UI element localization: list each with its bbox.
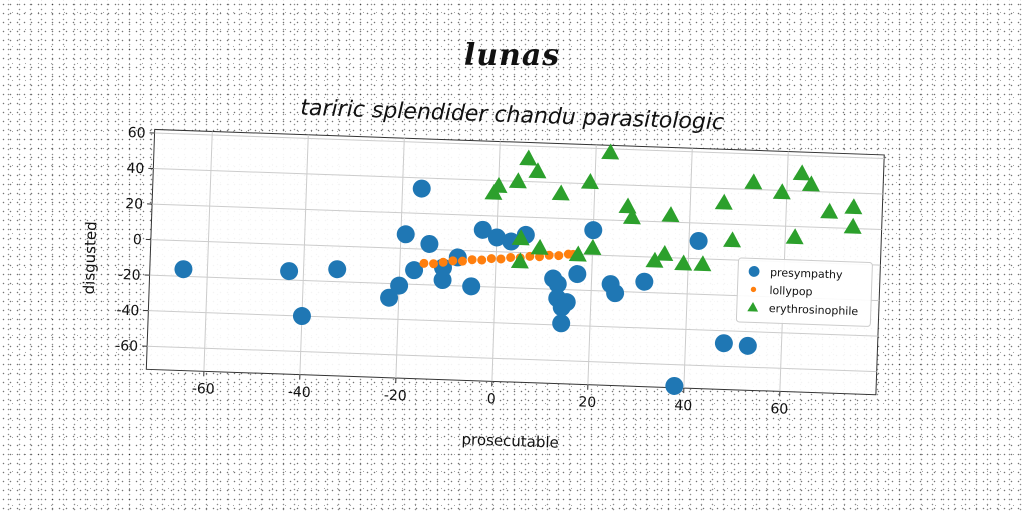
presympathy-point bbox=[487, 228, 506, 247]
x-gridline bbox=[299, 134, 309, 375]
presympathy-point bbox=[390, 276, 409, 295]
y-tick-label: 60 bbox=[127, 125, 145, 142]
x-tick-label: 0 bbox=[487, 391, 496, 407]
x-tick-label: 60 bbox=[770, 401, 788, 418]
x-axis-label: prosecutable bbox=[461, 430, 559, 451]
legend-label-presympathy: presympathy bbox=[770, 266, 843, 282]
erythrosinophile-point bbox=[583, 238, 602, 255]
presympathy-point bbox=[328, 260, 347, 279]
erythrosinophile-point bbox=[580, 173, 599, 190]
x-tick-label: -20 bbox=[384, 388, 407, 405]
erythrosinophile-point bbox=[843, 217, 862, 234]
presympathy-point bbox=[714, 334, 733, 353]
legend-box bbox=[735, 257, 873, 327]
presympathy-point bbox=[405, 261, 424, 280]
erythrosinophile-point bbox=[510, 252, 529, 269]
presympathy-point bbox=[635, 272, 654, 291]
y-gridline bbox=[154, 132, 885, 159]
lollypop-point bbox=[486, 254, 496, 264]
presympathy-point bbox=[396, 225, 415, 244]
legend-marker-presympathy bbox=[748, 266, 760, 277]
presympathy-point bbox=[280, 262, 299, 281]
lollypop-point bbox=[477, 255, 487, 265]
lollypop-point bbox=[496, 254, 506, 264]
erythrosinophile-point bbox=[622, 208, 641, 225]
presympathy-point bbox=[568, 265, 587, 284]
x-tick-label: -60 bbox=[192, 381, 215, 398]
presympathy-point bbox=[380, 288, 399, 307]
presympathy-point bbox=[606, 284, 625, 303]
erythrosinophile-point bbox=[528, 162, 547, 179]
erythrosinophile-point bbox=[674, 254, 693, 271]
legend-marker-lollypop bbox=[750, 286, 757, 293]
y-tick-label: -60 bbox=[115, 338, 138, 355]
legend-label-erythrosinophile: erythrosinophile bbox=[769, 302, 859, 318]
erythrosinophile-point bbox=[551, 184, 570, 201]
presympathy-point bbox=[502, 232, 521, 251]
erythrosinophile-point bbox=[772, 183, 791, 200]
erythrosinophile-point bbox=[530, 238, 549, 255]
erythrosinophile-point bbox=[744, 173, 763, 190]
erythrosinophile-point bbox=[508, 172, 527, 189]
erythrosinophile-point bbox=[820, 202, 839, 219]
lollypop-point bbox=[438, 257, 448, 267]
presympathy-point bbox=[557, 293, 576, 312]
erythrosinophile-point bbox=[661, 206, 680, 223]
presympathy-point bbox=[584, 221, 603, 240]
erythrosinophile-point bbox=[714, 193, 733, 210]
legend-marker-erythrosinophile bbox=[747, 302, 759, 312]
x-tick-label: -40 bbox=[288, 384, 311, 401]
lollypop-point bbox=[467, 255, 477, 265]
x-gridline bbox=[203, 131, 213, 372]
presympathy-point bbox=[174, 260, 193, 279]
presympathy-point bbox=[552, 314, 571, 333]
x-tick-label: 20 bbox=[578, 394, 596, 411]
erythrosinophile-point bbox=[801, 175, 820, 192]
erythrosinophile-point bbox=[785, 228, 804, 245]
erythrosinophile-point bbox=[693, 255, 712, 272]
y-gridline bbox=[148, 310, 878, 337]
presympathy-point bbox=[473, 220, 492, 239]
erythrosinophile-point bbox=[723, 231, 742, 248]
presympathy-point bbox=[665, 376, 684, 395]
presympathy-point bbox=[548, 275, 567, 294]
presympathy-point bbox=[689, 231, 708, 250]
y-tick-label: 40 bbox=[126, 161, 144, 178]
presympathy-point bbox=[420, 234, 439, 253]
erythrosinophile-point bbox=[601, 143, 620, 160]
x-gridline bbox=[395, 138, 405, 379]
y-gridline bbox=[152, 203, 882, 231]
erythrosinophile-point bbox=[489, 176, 508, 193]
erythrosinophile-point bbox=[655, 244, 674, 262]
legend: presympathy lollypop erythrosinophile bbox=[735, 257, 873, 327]
lollypop-point bbox=[554, 251, 564, 261]
erythrosinophile-point bbox=[511, 229, 530, 246]
y-axis-label: disgusted bbox=[80, 221, 101, 295]
presympathy-point bbox=[292, 307, 311, 326]
chart-title: tariric splendider chandu parasitologic bbox=[300, 96, 725, 136]
lollypop-point bbox=[506, 253, 516, 263]
x-tick-label: 40 bbox=[674, 398, 692, 415]
y-gridline bbox=[147, 345, 877, 373]
presympathy-point bbox=[462, 277, 481, 296]
y-tick-label: -20 bbox=[117, 267, 140, 284]
lollypop-point bbox=[448, 256, 458, 266]
lollypop-point bbox=[457, 256, 467, 266]
erythrosinophile-point bbox=[519, 149, 538, 166]
erythrosinophile-point bbox=[792, 164, 811, 181]
erythrosinophile-point bbox=[844, 198, 863, 215]
y-tick-label: 0 bbox=[133, 232, 142, 248]
y-tick-label: 20 bbox=[125, 196, 143, 213]
erythrosinophile-point bbox=[645, 251, 664, 268]
lollypop-point bbox=[429, 259, 439, 269]
lollypop-point bbox=[419, 258, 429, 268]
page-title: lunas bbox=[463, 38, 561, 73]
legend-label-lollypop: lollypop bbox=[769, 284, 813, 298]
erythrosinophile-point bbox=[568, 245, 587, 262]
presympathy-point bbox=[738, 336, 757, 355]
presympathy-point bbox=[412, 179, 431, 198]
y-tick-label: -40 bbox=[116, 303, 139, 320]
